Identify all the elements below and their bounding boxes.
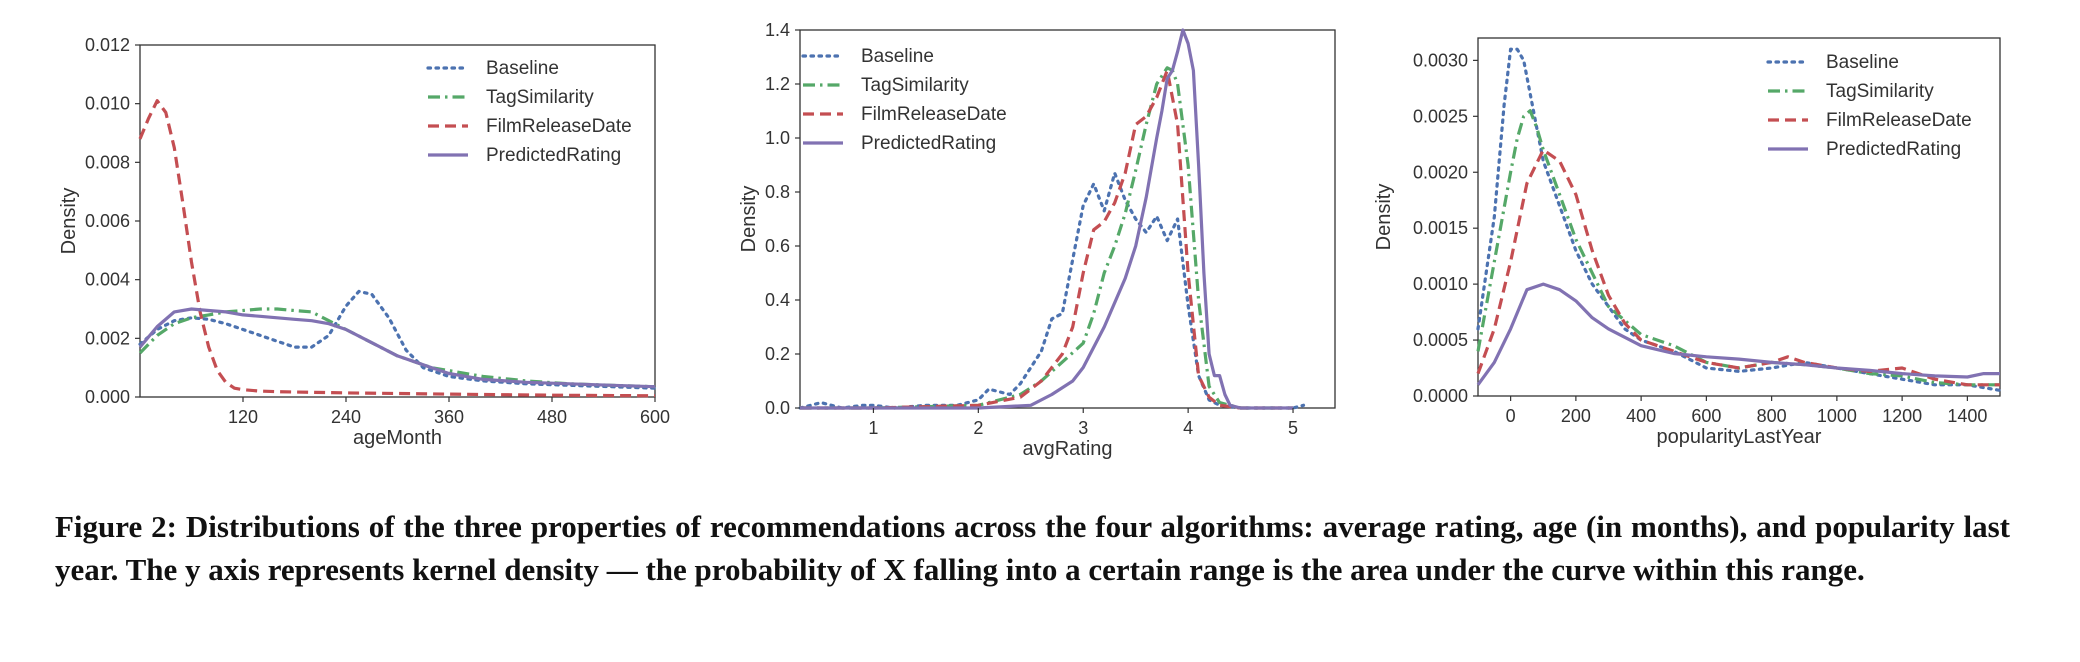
series-group — [138, 99, 657, 398]
legend-label-predictedrating: PredictedRating — [486, 145, 621, 166]
legend-label-tagsimilarity: TagSimilarity — [486, 87, 594, 108]
x-tick-label: 1400 — [1947, 406, 1987, 426]
figure-caption: Figure 2: Distributions of the three pro… — [55, 509, 2010, 587]
y-tick-label: 0.4 — [765, 290, 790, 310]
y-tick-label: 0.008 — [85, 152, 130, 172]
y-tick-label: 0.8 — [765, 182, 790, 202]
legend-label-filmreleasedate: FilmReleaseDate — [486, 116, 632, 137]
y-tick-label: 0.0010 — [1413, 274, 1468, 294]
legend-label-predictedrating: PredictedRating — [861, 133, 996, 154]
x-axis-label: popularityLastYear — [1657, 426, 1822, 448]
legend-label-tagsimilarity: TagSimilarity — [861, 75, 969, 96]
x-tick-label: 400 — [1626, 406, 1656, 426]
series-line-filmreleasedate — [800, 68, 1293, 410]
chart-panel-3: 0 200 400 600 800 1000 1200 1400 0.0000 0.0005 0.0… — [1373, 37, 2002, 448]
y-tick-label: 0.010 — [85, 94, 130, 114]
y-axis-label: Density — [58, 188, 80, 255]
y-tick-label: 0.000 — [85, 387, 130, 407]
x-tick-label: 2 — [973, 418, 983, 438]
y-axis-label: Density — [738, 186, 760, 253]
x-axis-label: ageMonth — [353, 427, 442, 449]
x-tick-label: 240 — [331, 407, 361, 427]
y-tick-label: 0.006 — [85, 211, 130, 231]
x-tick-label: 600 — [1691, 406, 1721, 426]
y-tick-label: 0.004 — [85, 270, 130, 290]
y-axis-label: Density — [1373, 184, 1395, 251]
series-line-filmreleasedate — [138, 99, 656, 398]
series-group — [798, 28, 1306, 410]
chart-panel-2: 1 2 3 4 5 0.0 0.2 0.4 0.6 0.8 1.0 1.2 1.4 avgRating De… — [738, 20, 1336, 460]
y-tick-label: 0.0015 — [1413, 218, 1468, 238]
legend-label-filmreleasedate: FilmReleaseDate — [1826, 110, 1972, 131]
x-tick-label: 5 — [1288, 418, 1298, 438]
legend: Baseline TagSimilarity FilmReleaseDate Pred… — [1766, 52, 1972, 160]
series-line-tagsimilarity — [1476, 109, 2000, 387]
legend-label-baseline: Baseline — [861, 46, 934, 67]
y-tick-label: 0.0025 — [1413, 106, 1468, 126]
y-tick-label: 0.0005 — [1413, 330, 1468, 350]
x-tick-label: 120 — [228, 407, 258, 427]
legend-label-filmreleasedate: FilmReleaseDate — [861, 104, 1007, 125]
plot-frame — [799, 29, 1336, 409]
y-tick-label: 0.002 — [85, 328, 130, 348]
x-tick-label: 3 — [1078, 418, 1088, 438]
x-tick-label: 360 — [434, 407, 464, 427]
legend-label-predictedrating: PredictedRating — [1826, 139, 1961, 160]
x-tick-label: 1200 — [1882, 406, 1922, 426]
series-line-baseline — [138, 289, 657, 390]
x-tick-label: 200 — [1561, 406, 1591, 426]
chart-panel-1: 120 240 360 480 600 0.000 0.002 0.004 0.006 0.008… — [58, 35, 670, 449]
series-line-predictedrating — [800, 28, 1293, 410]
legend: Baseline TagSimilarity FilmReleaseDate Pred… — [801, 46, 1007, 154]
series-line-tagsimilarity — [138, 307, 656, 389]
y-tick-label: 0.6 — [765, 236, 790, 256]
x-tick-label: 800 — [1757, 406, 1787, 426]
y-tick-label: 0.0030 — [1413, 50, 1468, 70]
x-tick-label: 4 — [1183, 418, 1193, 438]
plot-frame — [1477, 37, 2001, 397]
legend-label-baseline: Baseline — [486, 58, 559, 79]
y-tick-label: 0.012 — [85, 35, 130, 55]
y-tick-label: 0.2 — [765, 344, 790, 364]
x-axis-label: avgRating — [1022, 438, 1112, 460]
x-tick-label: 600 — [640, 407, 670, 427]
series-group — [1476, 47, 2002, 392]
y-tick-label: 0.0000 — [1413, 386, 1468, 406]
series-line-baseline — [798, 171, 1306, 410]
legend: Baseline TagSimilarity FilmReleaseDate Pred… — [426, 58, 632, 166]
y-tick-label: 1.2 — [765, 74, 790, 94]
y-tick-label: 0.0 — [765, 398, 790, 418]
y-tick-label: 1.4 — [765, 20, 790, 40]
series-line-predictedrating — [1476, 282, 2000, 386]
y-tick-label: 1.0 — [765, 128, 790, 148]
legend-label-tagsimilarity: TagSimilarity — [1826, 81, 1934, 102]
legend-label-baseline: Baseline — [1826, 52, 1899, 73]
x-tick-label: 480 — [537, 407, 567, 427]
x-tick-label: 1000 — [1817, 406, 1857, 426]
series-line-baseline — [1476, 47, 2002, 392]
x-tick-label: 1 — [868, 418, 878, 438]
y-tick-label: 0.0020 — [1413, 162, 1468, 182]
series-line-predictedrating — [138, 307, 656, 389]
x-tick-label: 0 — [1506, 406, 1516, 426]
